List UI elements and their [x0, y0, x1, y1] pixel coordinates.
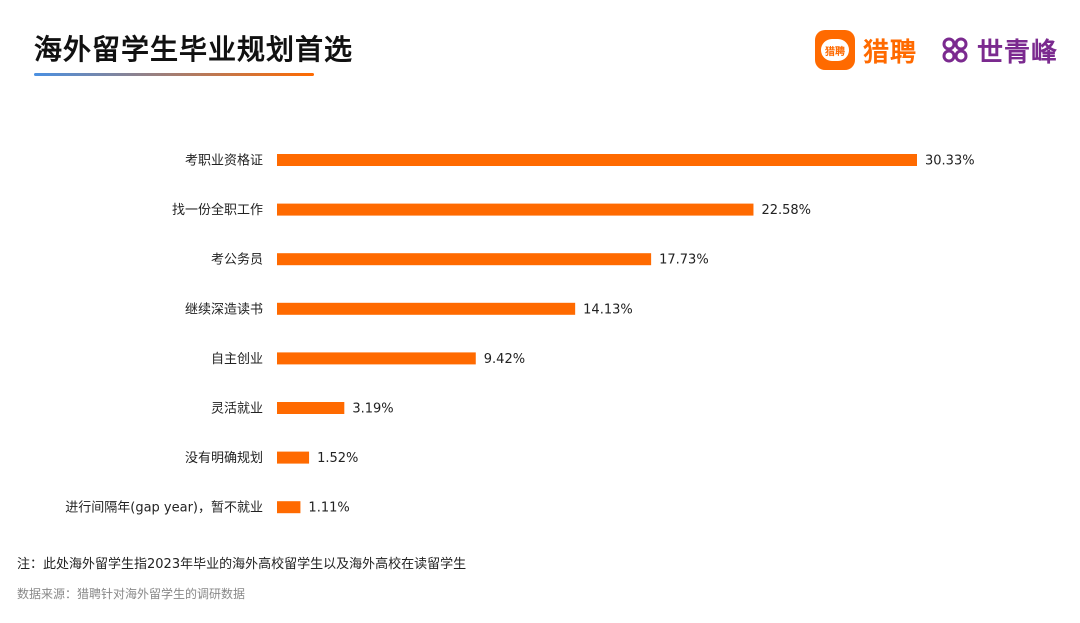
category-label: 考公务员: [211, 252, 263, 268]
footnote: 注：此处海外留学生指2023年毕业的海外高校留学生以及海外高校在读留学生: [17, 557, 467, 572]
bar: [277, 203, 754, 216]
bar: [277, 253, 652, 266]
value-label: 14.13%: [583, 302, 633, 317]
bar: [277, 302, 576, 315]
category-label: 自主创业: [211, 352, 263, 367]
bar-chart: 考职业资格证 30.33% 找一份全职工作 22.58% 考公务员 17.73% 继续深造读…: [65, 153, 975, 516]
liepin-brand-name: 猎聘: [862, 37, 917, 68]
category-label: 进行间隔年(gap year)，暂不就业: [65, 501, 263, 516]
liepin-logo-text: 猎聘: [820, 39, 849, 61]
page-title: 海外留学生毕业规划首选: [34, 33, 354, 66]
title-underline: [34, 73, 314, 76]
value-label: 22.58%: [761, 203, 811, 218]
bar: [277, 402, 345, 414]
value-label: 17.73%: [659, 253, 709, 268]
bar: [277, 154, 917, 166]
value-label: 30.33%: [925, 154, 975, 169]
value-label: 9.42%: [484, 352, 525, 367]
bar: [277, 352, 476, 365]
brand-logos: 猎聘 猎聘 世青峰: [814, 30, 1058, 70]
shiqingfeng-brand-name: 世青峰: [976, 37, 1058, 68]
value-label: 3.19%: [352, 402, 393, 417]
shiqingfeng-logo-icon: [942, 37, 968, 63]
bar: [277, 501, 301, 514]
category-label: 考职业资格证: [185, 153, 263, 169]
category-label: 没有明确规划: [185, 451, 263, 466]
category-label: 灵活就业: [211, 402, 263, 417]
liepin-logo-icon: 猎聘: [814, 30, 855, 70]
value-label: 1.52%: [317, 451, 358, 466]
category-label: 继续深造读书: [185, 302, 263, 317]
bar: [277, 451, 310, 464]
category-label: 找一份全职工作: [172, 202, 263, 218]
data-source: 数据来源：猎聘针对海外留学生的调研数据: [17, 587, 246, 601]
value-label: 1.11%: [308, 501, 349, 516]
